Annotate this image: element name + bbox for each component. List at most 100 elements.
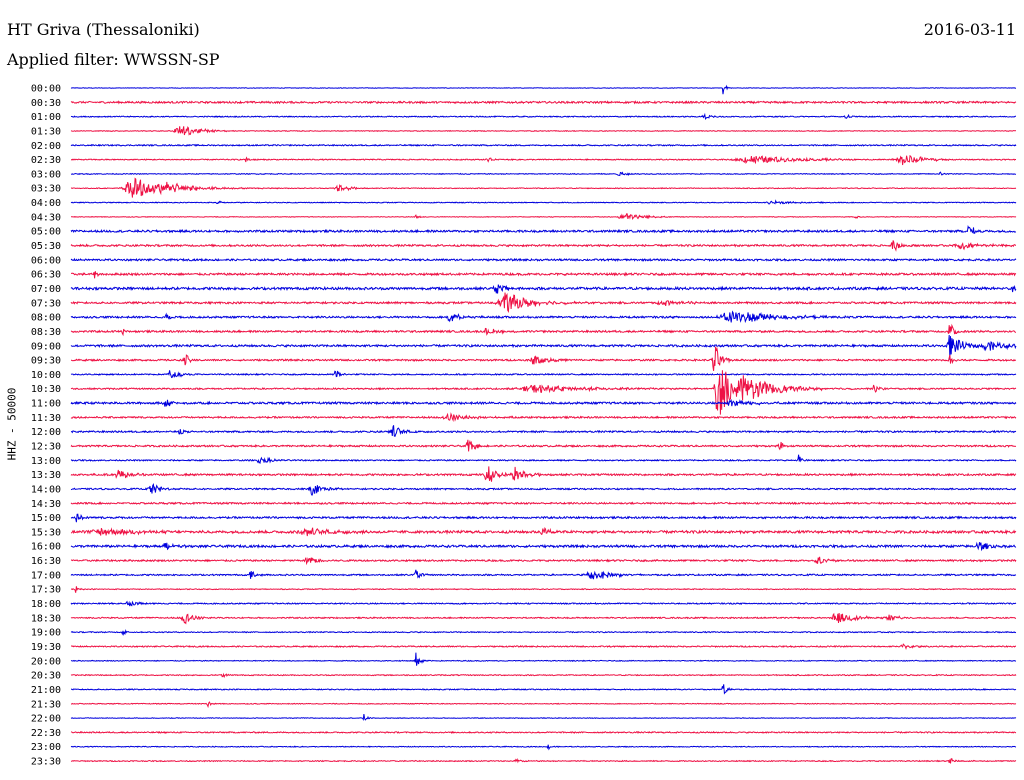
trace-line [70,482,1017,497]
time-label: 21:30 [31,699,61,710]
time-label: 14:30 [31,499,61,510]
trace-line [70,569,1017,580]
trace-line [70,399,1017,408]
time-label: 16:00 [31,542,61,553]
trace-line [70,758,1017,764]
trace-line [70,225,1017,234]
trace-line [70,370,1017,379]
time-label: 03:30 [31,184,61,195]
time-label: 22:00 [31,714,61,725]
time-label: 20:00 [31,656,61,667]
filter-label: Applied filter: WWSSN-SP [7,50,220,69]
trace-line [70,323,1016,337]
trace-line [70,744,1017,751]
trace-line [70,177,1017,198]
trace-line [70,513,1017,523]
time-label: 14:00 [31,484,61,495]
time-label: 18:00 [31,599,61,610]
time-label: 13:00 [31,456,61,467]
trace-line [70,240,1016,252]
time-label: 08:30 [31,327,61,338]
trace-line [70,612,1017,625]
trace-line [70,454,1017,464]
time-label: 16:30 [31,556,61,567]
trace-line [71,346,1017,371]
trace-line [70,370,1017,415]
time-label: 06:00 [31,255,61,266]
trace-line [70,143,1017,147]
trace-line [70,310,1017,324]
trace-line [70,412,1017,423]
trace-line [71,643,1017,650]
time-label: 18:30 [31,613,61,624]
time-label: 19:30 [31,642,61,653]
time-label: 19:00 [31,628,61,639]
time-label: 23:30 [31,757,61,768]
trace-line [70,600,1017,607]
trace-line [70,154,1016,166]
time-label: 09:00 [31,341,61,352]
time-label: 12:00 [31,427,61,438]
time-label: 10:00 [31,370,61,381]
time-label: 01:00 [31,112,61,123]
trace-line [70,730,1017,734]
trace-line [71,271,1017,279]
time-label: 04:00 [31,198,61,209]
time-label: 13:30 [31,470,61,481]
trace-line [70,629,1017,637]
time-label: 11:30 [31,413,61,424]
time-label: 22:30 [31,728,61,739]
trace-line [70,527,1017,537]
trace-line [70,556,1017,566]
trace-line [70,334,1017,361]
trace-line [70,112,1016,121]
time-label: 02:00 [31,141,61,152]
trace-line [70,586,1016,593]
time-label: 15:00 [31,513,61,524]
time-label: 02:30 [31,155,61,166]
trace-line [70,257,1017,263]
time-label: 04:30 [31,212,61,223]
trace-line [70,652,1017,666]
trace-line [70,100,1017,105]
trace-line [70,199,1017,205]
trace-line [70,501,1017,506]
time-label: 17:30 [31,585,61,596]
trace-line [70,425,1017,437]
time-label: 17:00 [31,570,61,581]
time-label: 01:30 [31,126,61,137]
trace-line [71,701,1017,709]
trace-line [70,439,1017,452]
time-label: 00:00 [31,84,61,95]
trace-line [70,684,1017,695]
trace-line [70,84,1017,95]
time-label: 07:30 [31,298,61,309]
time-label: 05:00 [31,227,61,238]
time-label: 08:00 [31,313,61,324]
station-title: HT Griva (Thessaloniki) [7,20,200,39]
trace-line [70,672,1017,679]
time-label: 07:00 [31,284,61,295]
time-label: 00:30 [31,98,61,109]
trace-line [70,171,1017,177]
trace-line [70,284,1017,294]
time-label: 09:30 [31,356,61,367]
trace-line [70,714,1017,721]
trace-line [70,292,1017,314]
time-label: 11:00 [31,399,61,410]
time-label: 05:30 [31,241,61,252]
time-label: 21:00 [31,685,61,696]
trace-line [70,126,1017,136]
time-label: 12:30 [31,442,61,453]
time-label: 20:30 [31,671,61,682]
time-label: 23:00 [31,742,61,753]
time-label: 10:30 [31,384,61,395]
time-label: 15:30 [31,527,61,538]
date-label: 2016-03-11 [923,20,1016,39]
time-label: 06:30 [31,270,61,281]
trace-line [70,466,1017,482]
time-label: 03:00 [31,169,61,180]
trace-line [71,213,1017,221]
trace-line [70,541,1017,552]
